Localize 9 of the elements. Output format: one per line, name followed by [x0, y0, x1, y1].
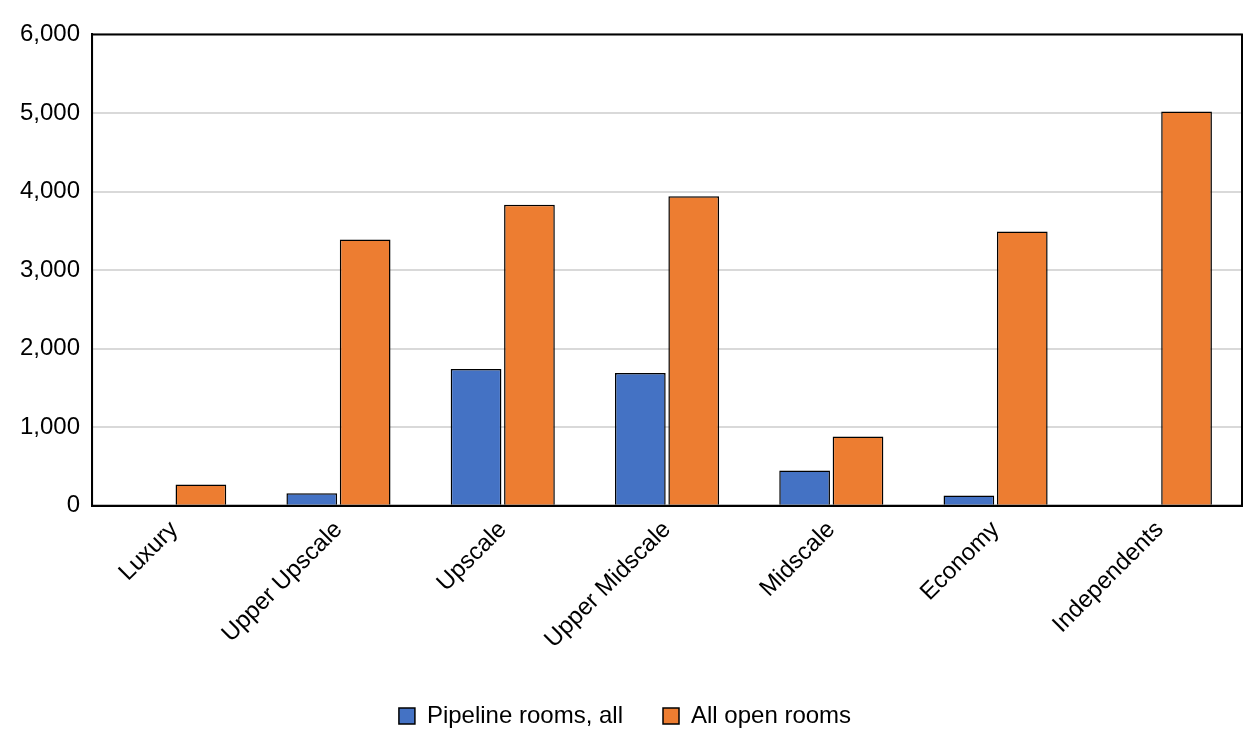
y-tick-label: 2,000 — [20, 333, 81, 361]
y-tick-label: 5,000 — [20, 97, 81, 125]
legend-label: All open rooms — [691, 700, 852, 728]
y-tick-label: 6,000 — [20, 19, 81, 47]
y-tick-label: 0 — [66, 490, 81, 518]
legend-label: Pipeline rooms, all — [426, 700, 624, 728]
y-tick-label: 1,000 — [20, 411, 81, 439]
y-tick-label: 4,000 — [20, 176, 81, 204]
y-tick-label: 3,000 — [20, 254, 81, 282]
